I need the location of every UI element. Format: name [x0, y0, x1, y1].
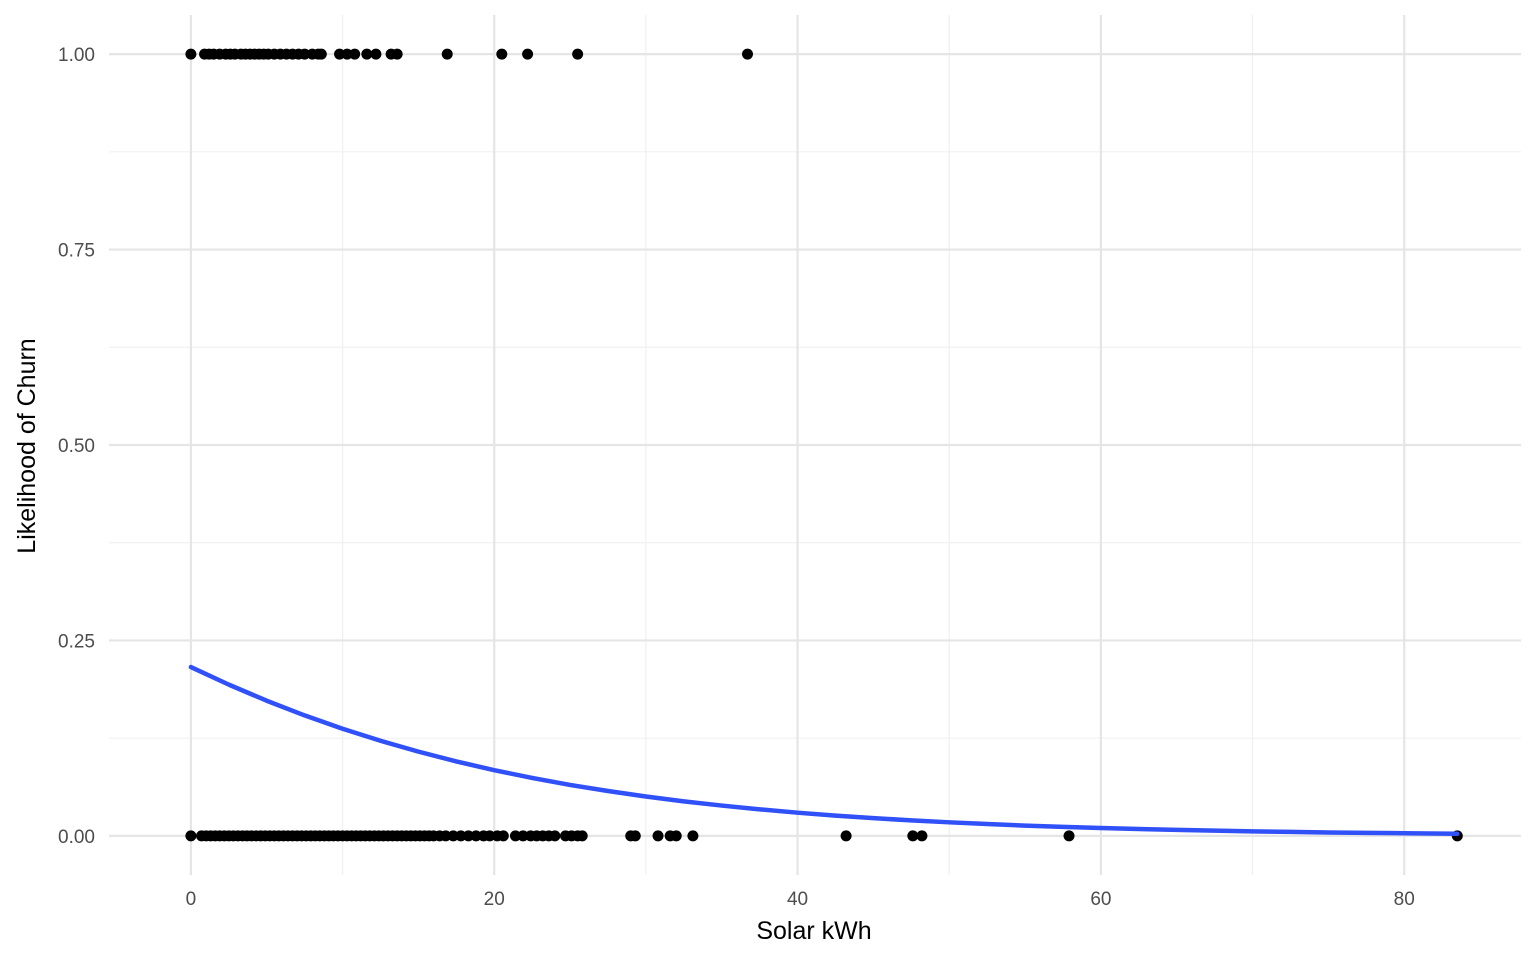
data-point	[391, 48, 403, 60]
y-axis-title: Likelihood of Churn	[13, 338, 41, 553]
data-point	[484, 830, 496, 842]
data-point	[496, 48, 508, 60]
data-point	[185, 830, 197, 842]
data-point	[455, 830, 467, 842]
data-point	[629, 830, 641, 842]
x-tick-label: 60	[1090, 889, 1111, 910]
data-point	[349, 48, 361, 60]
data-point	[670, 830, 682, 842]
data-point	[549, 830, 561, 842]
data-point	[517, 830, 529, 842]
data-point	[522, 48, 534, 60]
data-point	[497, 830, 509, 842]
x-tick-label: 0	[186, 889, 197, 910]
y-tick-label: 0.75	[58, 241, 95, 262]
data-point	[509, 830, 521, 842]
grid-layer	[109, 15, 1521, 875]
x-tick-label: 80	[1394, 889, 1415, 910]
y-tick-label: 1.00	[58, 45, 95, 66]
data-point	[441, 48, 453, 60]
data-point	[742, 48, 754, 60]
data-point	[687, 830, 699, 842]
data-point	[916, 830, 928, 842]
x-tick-label: 40	[787, 889, 808, 910]
x-axis-title: Solar kWh	[756, 917, 871, 945]
x-tick-label: 20	[484, 889, 505, 910]
fit-line-layer	[188, 664, 1460, 836]
axis-labels-layer: 0 20 40 60 80 0.00 0.25 0.50 0.75 1.00	[58, 45, 1415, 910]
fitted-probability-curve	[188, 664, 1460, 836]
y-tick-label: 0.50	[58, 436, 95, 457]
data-point	[462, 830, 474, 842]
data-point	[440, 830, 452, 842]
data-point	[447, 830, 459, 842]
data-point	[185, 48, 197, 60]
data-point	[341, 48, 353, 60]
y-tick-label: 0.25	[58, 631, 95, 652]
y-tick-label: 0.00	[58, 827, 95, 848]
data-point	[1063, 830, 1075, 842]
data-point	[299, 48, 311, 60]
data-point	[652, 830, 664, 842]
data-point	[470, 830, 482, 842]
data-point	[361, 48, 373, 60]
data-point	[315, 48, 327, 60]
data-point	[370, 48, 382, 60]
data-point	[840, 830, 852, 842]
points-layer	[185, 48, 1463, 842]
data-point	[572, 48, 584, 60]
data-point	[334, 48, 346, 60]
data-point	[907, 830, 919, 842]
data-point	[576, 830, 588, 842]
